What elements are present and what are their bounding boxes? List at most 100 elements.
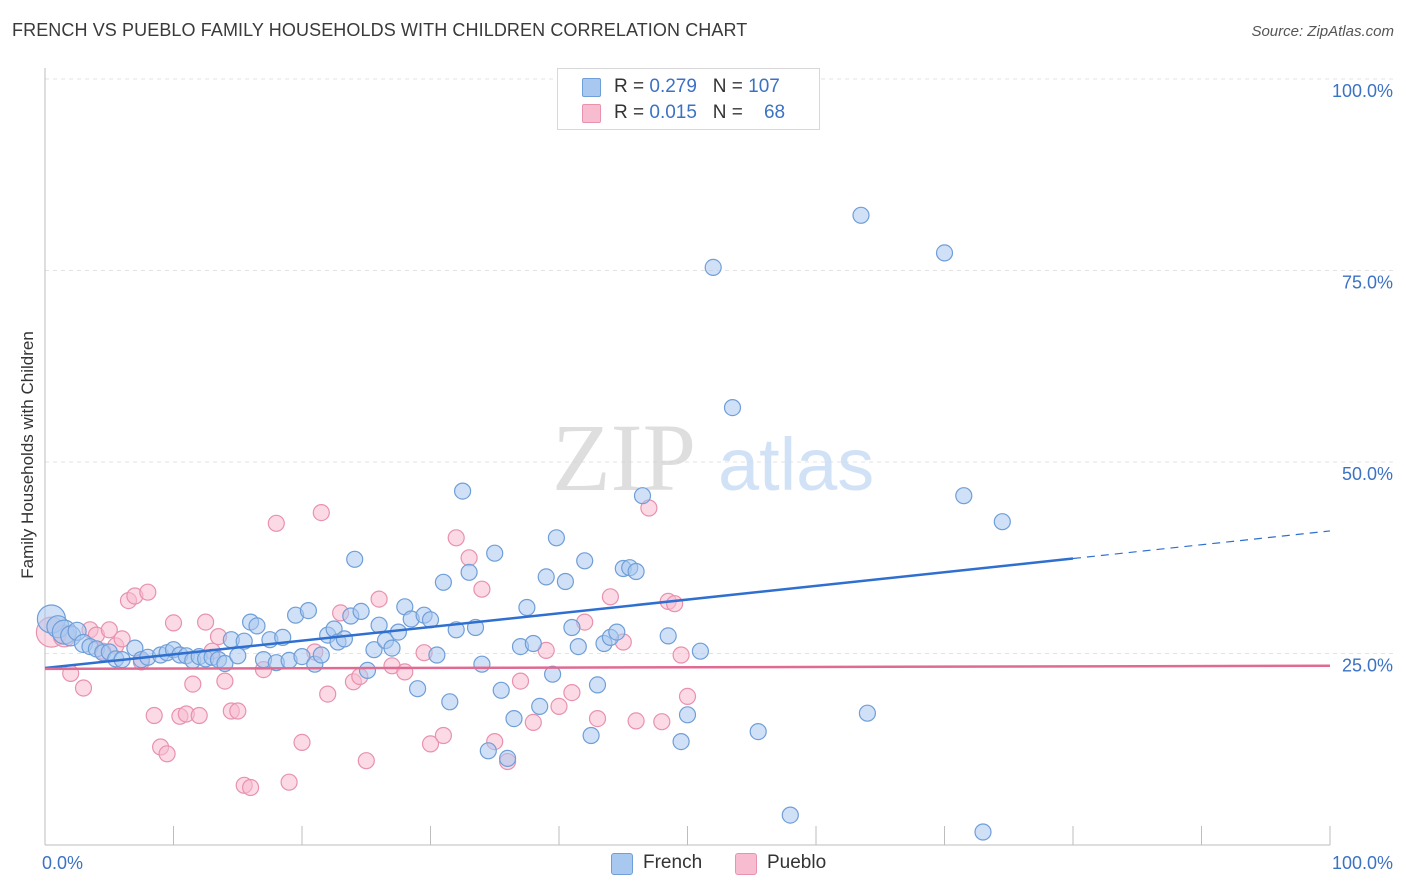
french-point-103 (955, 487, 973, 505)
x-tick-label-max: 100.0% (1332, 853, 1393, 873)
french-point-80 (563, 618, 581, 637)
pueblo-point-55 (550, 697, 568, 716)
axes (44, 68, 1331, 846)
french-point-30 (248, 617, 266, 635)
grid-lines (45, 78, 1393, 654)
pueblo-point-53 (524, 713, 542, 732)
pueblo-point-13 (139, 583, 157, 601)
french-point-96 (704, 258, 722, 276)
french-legend-label: French (643, 852, 703, 873)
french-point-79 (556, 572, 575, 591)
french-point-71 (505, 709, 523, 728)
french-point-48 (358, 661, 377, 680)
pueblo-r-label: R = (614, 102, 650, 123)
x-tick-labels: 0.0% 100.0% (42, 853, 1393, 873)
pueblo-point-20 (184, 675, 202, 693)
french-r-label: R = (614, 76, 650, 97)
pueblo-point-7 (100, 621, 118, 639)
pueblo-n-value: 68 (763, 102, 786, 123)
french-point-104 (974, 823, 992, 841)
pueblo-point-41 (370, 590, 388, 608)
pueblo-n-label: N = (712, 102, 749, 123)
y-tick-label-50: 50.0% (1342, 464, 1393, 484)
stats-legend: R = 0.279 N = 107 R = 0.015 N = 68 (557, 68, 820, 130)
french-trend-extension (1072, 530, 1331, 560)
pueblo-point-9 (113, 630, 131, 648)
pueblo-point-27 (229, 702, 247, 720)
pueblo-swatch (582, 104, 601, 123)
pueblo-point-59 (601, 588, 620, 606)
french-point-101 (858, 704, 877, 722)
pueblo-legend-label: Pueblo (767, 852, 827, 873)
french-point-73 (518, 598, 536, 617)
french-point-63 (454, 482, 472, 500)
pueblo-point-46 (434, 726, 452, 745)
y-tick-label-75: 75.0% (1342, 273, 1393, 293)
french-point-87 (608, 623, 626, 641)
pueblo-point-48 (460, 549, 478, 567)
pueblo-point-17 (164, 614, 183, 632)
french-swatch (582, 78, 601, 97)
pueblo-point-65 (665, 595, 684, 613)
pueblo-legend-swatch (735, 853, 757, 875)
watermark: ZIP atlas (552, 404, 874, 511)
pueblo-point-21 (190, 706, 208, 725)
french-point-76 (537, 568, 555, 586)
french-point-64 (460, 563, 478, 581)
french-point-83 (582, 726, 600, 745)
y-tick-labels: 25.0% 50.0% 75.0% 100.0% (1332, 81, 1393, 676)
french-point-105 (993, 513, 1011, 531)
pueblo-point-31 (267, 514, 285, 532)
french-point-67 (479, 742, 497, 760)
french-point-56 (409, 680, 427, 698)
pueblo-point-49 (473, 580, 491, 598)
pueblo-point-32 (280, 773, 298, 791)
french-point-100 (852, 206, 870, 224)
source-credit: Source: ZipAtlas.com (1251, 23, 1394, 40)
pueblo-point-56 (563, 683, 581, 702)
french-point-82 (576, 552, 594, 570)
pueblo-point-43 (396, 663, 414, 681)
french-point-102 (935, 244, 954, 262)
y-tick-label-25: 25.0% (1342, 656, 1393, 676)
pueblo-point-47 (447, 529, 465, 547)
french-point-75 (531, 697, 549, 716)
french-point-70 (499, 749, 517, 768)
pueblo-point-14 (145, 706, 163, 725)
french-point-49 (365, 641, 383, 659)
french-point-91 (633, 487, 652, 505)
french-legend-swatch (611, 853, 633, 875)
french-point-94 (678, 706, 697, 724)
french-point-59 (428, 646, 446, 664)
french-trend-line (44, 557, 1074, 670)
trend-lines (44, 530, 1331, 671)
pueblo-point-67 (678, 687, 697, 706)
french-point-92 (659, 627, 677, 645)
y-tick-label-100: 100.0% (1332, 81, 1393, 101)
french-point-40 (312, 646, 330, 664)
french-point-46 (346, 550, 364, 568)
french-point-74 (524, 634, 542, 653)
french-point-84 (588, 676, 607, 694)
french-point-60 (434, 573, 452, 591)
french-point-66 (473, 655, 491, 673)
pueblo-point-58 (588, 709, 607, 728)
pueblo-r-value: 0.015 (649, 102, 697, 123)
french-point-78 (547, 529, 566, 547)
pueblo-point-52 (511, 672, 530, 690)
x-tick-label-min: 0.0% (42, 853, 83, 873)
pueblo-trend-line (44, 664, 1331, 671)
pueblo-point-29 (242, 778, 260, 797)
french-point-37 (293, 647, 311, 666)
pueblo-point-36 (319, 685, 337, 703)
pueblo-point-66 (672, 646, 690, 664)
french-n-value: 107 (748, 76, 780, 97)
pueblo-point-25 (216, 672, 234, 690)
french-point-47 (352, 602, 370, 621)
french-point-98 (749, 722, 767, 741)
french-point-68 (486, 544, 504, 562)
pueblo-point-61 (627, 712, 645, 730)
french-n-label: N = (712, 76, 749, 97)
french-point-90 (627, 562, 645, 581)
